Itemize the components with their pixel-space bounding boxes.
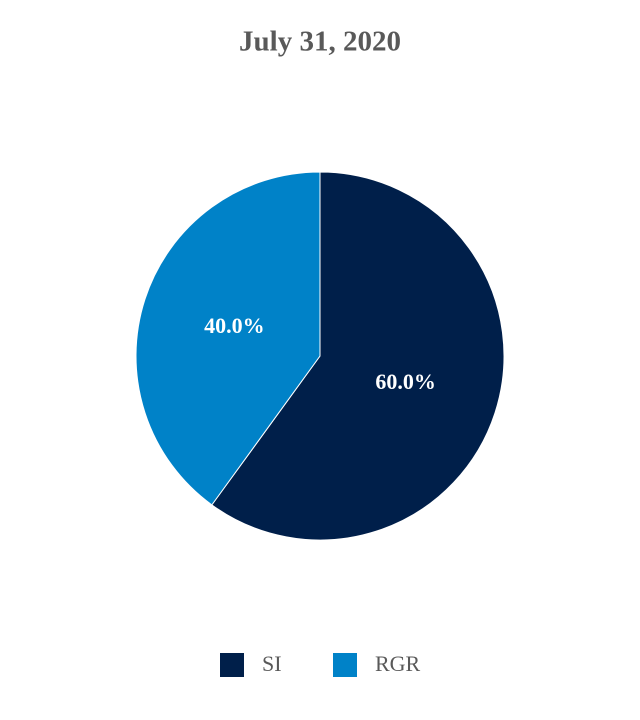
legend-label: SI [262, 651, 282, 676]
data-label: 40.0% [204, 313, 265, 338]
chart-title: July 31, 2020 [239, 26, 401, 58]
data-label: 60.0% [375, 369, 436, 394]
legend-swatch [333, 653, 357, 677]
pie-slice [135, 171, 321, 506]
legend-swatch [220, 653, 244, 677]
legend-label: RGR [375, 651, 421, 676]
pie-slice [211, 171, 505, 541]
